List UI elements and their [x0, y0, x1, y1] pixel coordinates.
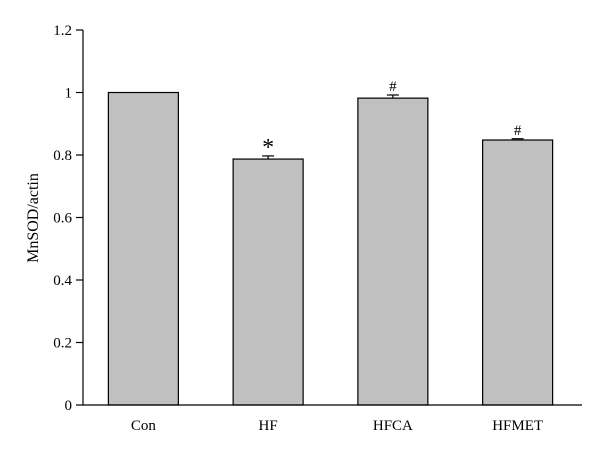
bar-con: [107, 91, 179, 406]
y-tick-label: 1: [65, 86, 73, 102]
bar-hf: [232, 158, 304, 406]
bar-hfca: [357, 97, 429, 406]
bar-hfmet: [482, 139, 554, 406]
y-tick-label: 0: [65, 398, 73, 414]
y-axis-label: MnSOD/actin: [25, 173, 42, 263]
significance-mark-hf: *: [262, 135, 274, 161]
significance-mark-hfca: #: [389, 79, 397, 95]
y-tick-label: 0.6: [53, 211, 72, 227]
plot-area: Con * HF # HFCA # HFMET 0 0.2 0.4 0.6 0.8 1 1.2: [53, 23, 582, 434]
y-tick-label: 1.2: [53, 23, 72, 39]
significance-mark-hfmet: #: [514, 123, 522, 139]
x-tick-label: Con: [131, 418, 157, 434]
y-tick-label: 0.2: [53, 336, 72, 352]
x-tick-label: HF: [259, 418, 278, 434]
x-tick-label: HFCA: [373, 418, 413, 434]
x-tick-label: HFMET: [492, 418, 543, 434]
y-tick-label: 0.8: [53, 148, 72, 164]
y-tick-label: 0.4: [53, 273, 72, 289]
